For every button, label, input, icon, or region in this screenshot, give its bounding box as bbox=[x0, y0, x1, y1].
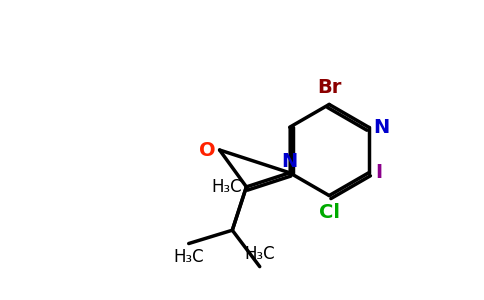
Text: I: I bbox=[376, 163, 383, 182]
Text: O: O bbox=[199, 140, 216, 160]
Text: H₃C: H₃C bbox=[244, 244, 275, 262]
Text: Br: Br bbox=[317, 79, 341, 98]
Text: N: N bbox=[282, 152, 298, 171]
Text: N: N bbox=[374, 118, 390, 137]
Text: H₃C: H₃C bbox=[212, 178, 242, 196]
Text: Cl: Cl bbox=[318, 202, 340, 221]
Text: H₃C: H₃C bbox=[173, 248, 204, 266]
